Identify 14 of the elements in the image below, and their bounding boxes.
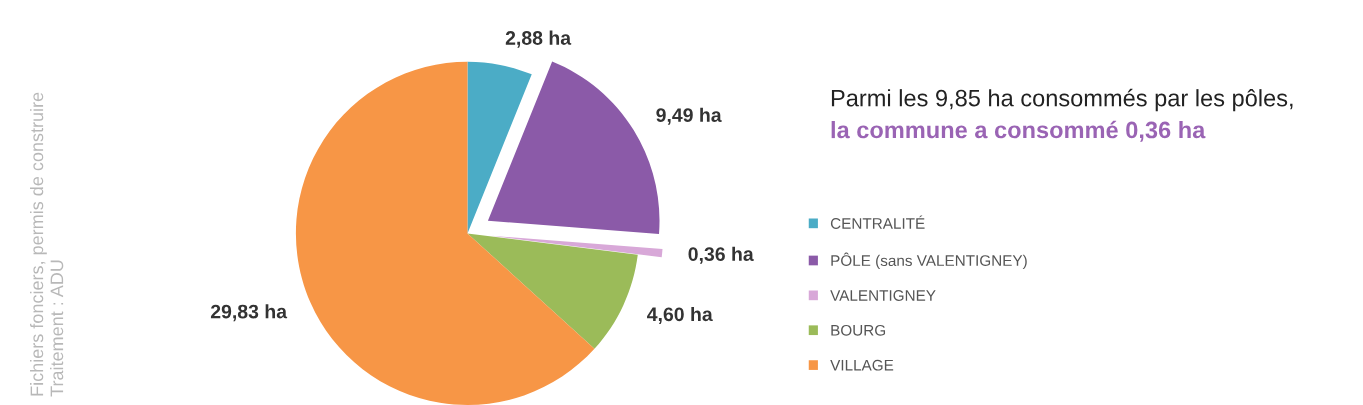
- data-label: 4,60 ha: [647, 306, 713, 324]
- data-label: 0,36 ha: [688, 246, 754, 264]
- text: Traitement : ADU: [50, 260, 64, 397]
- legend-label: VILLAGE: [830, 359, 894, 371]
- legend-label: PÔLE (sans VALENTIGNEY): [831, 252, 1027, 270]
- text: Fichiers fonciers, permis de construire: [30, 92, 47, 396]
- data-label: 2,88 ha: [505, 30, 572, 48]
- data-label: 9,49 ha: [656, 107, 722, 125]
- text: la commune a consommé 0,36 ha: [831, 120, 1206, 142]
- legend-label: CENTRALITÉ: [830, 215, 925, 229]
- data-label: 29,83 ha: [210, 304, 288, 322]
- text: Parmi les 9,85 ha consommés par les pôles,: [831, 88, 1293, 112]
- legend-label: BOURG: [831, 324, 886, 336]
- legend-label: VALENTIGNEY: [830, 290, 936, 301]
